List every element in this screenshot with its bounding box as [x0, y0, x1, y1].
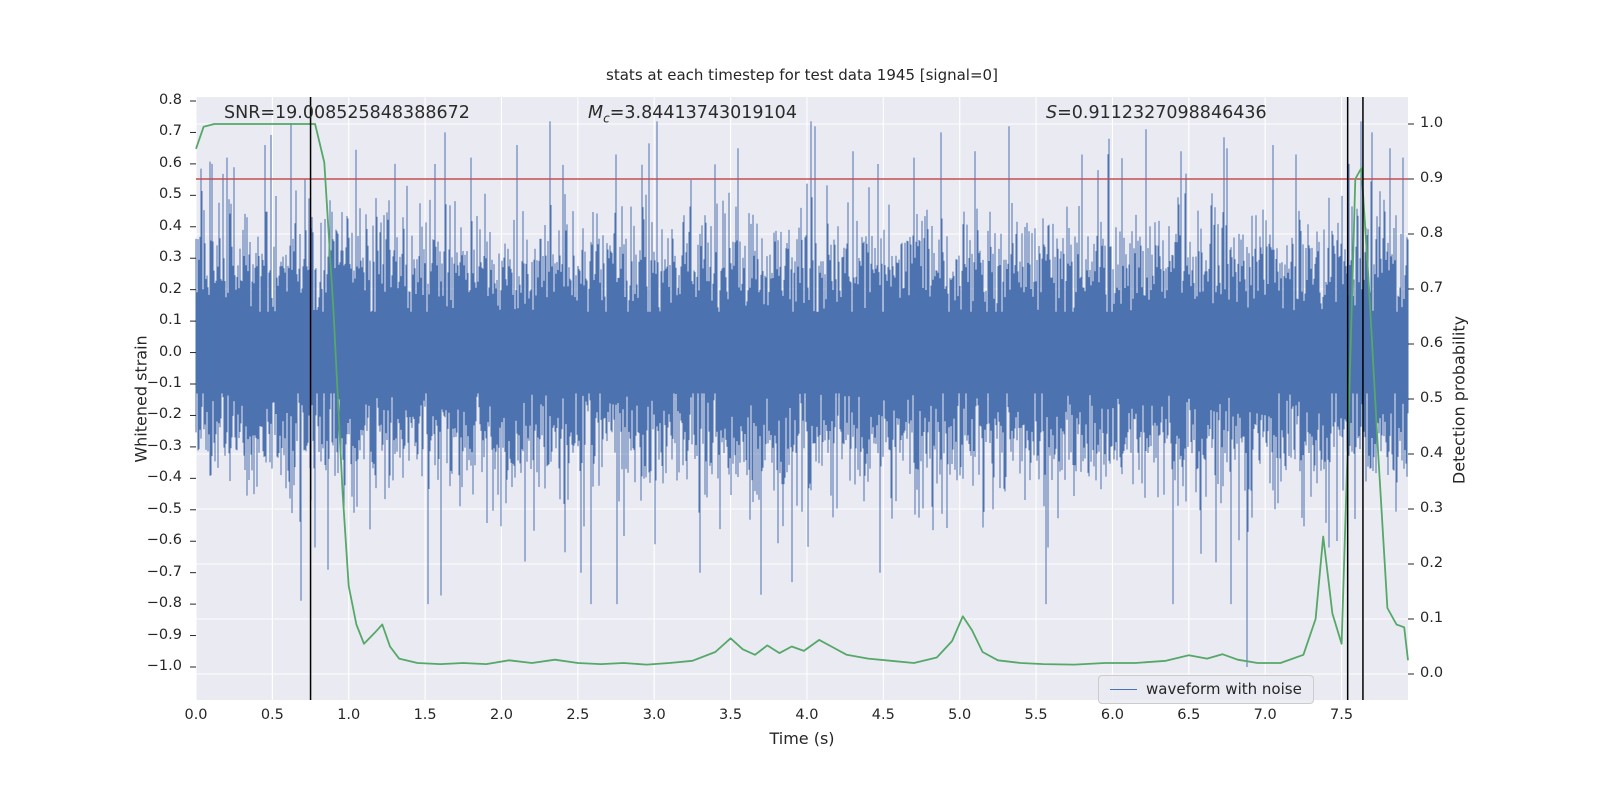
- left-y-tick-label: 0.2: [158, 280, 182, 297]
- left-y-tick-label: 0.7: [158, 123, 182, 140]
- legend-label: waveform with noise: [1146, 680, 1302, 698]
- right-y-tick-label: 1.0: [1420, 115, 1444, 131]
- right-y-tick-label: 0.0: [1420, 665, 1444, 681]
- annotation-score: S=0.9112327098846436: [1046, 103, 1267, 123]
- x-tick-label: 4.5: [871, 707, 895, 723]
- x-tick-label: 6.0: [1100, 707, 1124, 723]
- right-y-tick-label: 0.1: [1420, 610, 1444, 626]
- left-y-tick-label: −0.2: [146, 406, 182, 423]
- legend-line-sample: [1110, 688, 1137, 690]
- x-tick-label: 7.5: [1330, 707, 1354, 723]
- x-tick-label: 1.0: [337, 707, 361, 723]
- chirp-mass-value: =3.84413743019104: [609, 103, 797, 123]
- x-tick-label: 3.0: [642, 707, 666, 723]
- right-y-tick-label: 0.7: [1420, 280, 1444, 296]
- x-tick-label: 7.0: [1253, 707, 1277, 723]
- x-tick-label: 6.5: [1177, 707, 1201, 723]
- x-tick-label: 2.5: [566, 707, 590, 723]
- annotation-snr: SNR=19.008525848388672: [224, 103, 470, 123]
- left-y-tick-label: −0.4: [146, 469, 182, 486]
- chirp-mass-symbol: M: [588, 103, 604, 123]
- left-y-tick-label: 0.4: [158, 217, 182, 234]
- legend: waveform with noise: [1098, 675, 1314, 704]
- left-y-tick-label: 0.3: [158, 249, 182, 266]
- x-axis-label: Time (s): [769, 729, 835, 748]
- x-tick-label: 1.5: [413, 707, 437, 723]
- left-y-tick-label: −0.8: [146, 595, 182, 612]
- right-y-tick-label: 0.4: [1420, 445, 1444, 461]
- left-y-tick-label: −1.0: [146, 658, 182, 674]
- score-value: =0.9112327098846436: [1057, 103, 1267, 123]
- right-y-tick-label: 0.2: [1420, 555, 1444, 571]
- right-y-tick-label: 0.9: [1420, 170, 1444, 186]
- left-y-tick-label: 0.0: [158, 343, 182, 360]
- right-y-tick-label: 0.5: [1420, 390, 1444, 406]
- left-y-tick-label: −0.9: [146, 626, 182, 643]
- left-y-tick-label: 0.5: [158, 186, 182, 203]
- left-y-tick-label: 0.8: [158, 92, 182, 108]
- right-y-tick-label: 0.8: [1420, 225, 1444, 241]
- x-tick-label: 4.0: [795, 707, 819, 723]
- score-symbol: S: [1046, 103, 1058, 123]
- x-tick-label: 2.0: [489, 707, 513, 723]
- left-y-tick-label: −0.7: [146, 563, 182, 580]
- x-tick-label: 5.0: [948, 707, 972, 723]
- left-y-tick-label: −0.6: [146, 532, 182, 549]
- x-tick-label: 0.0: [184, 707, 208, 723]
- right-y-tick-label: 0.6: [1420, 335, 1444, 351]
- left-y-tick-label: −0.5: [146, 500, 182, 517]
- annotation-chirp-mass: Mc=3.84413743019104: [588, 103, 797, 126]
- left-y-tick-label: −0.3: [146, 437, 182, 454]
- x-tick-label: 3.5: [719, 707, 743, 723]
- x-tick-label: 0.5: [260, 707, 284, 723]
- chirp-mass-subscript: c: [603, 111, 610, 126]
- left-y-tick-label: 0.1: [158, 312, 182, 329]
- chart-title: stats at each timestep for test data 194…: [606, 66, 998, 84]
- left-y-tick-label: 0.6: [158, 154, 182, 171]
- left-y-tick-label: −0.1: [146, 375, 182, 391]
- right-y-tick-label: 0.3: [1420, 500, 1444, 516]
- x-tick-label: 5.5: [1024, 707, 1048, 723]
